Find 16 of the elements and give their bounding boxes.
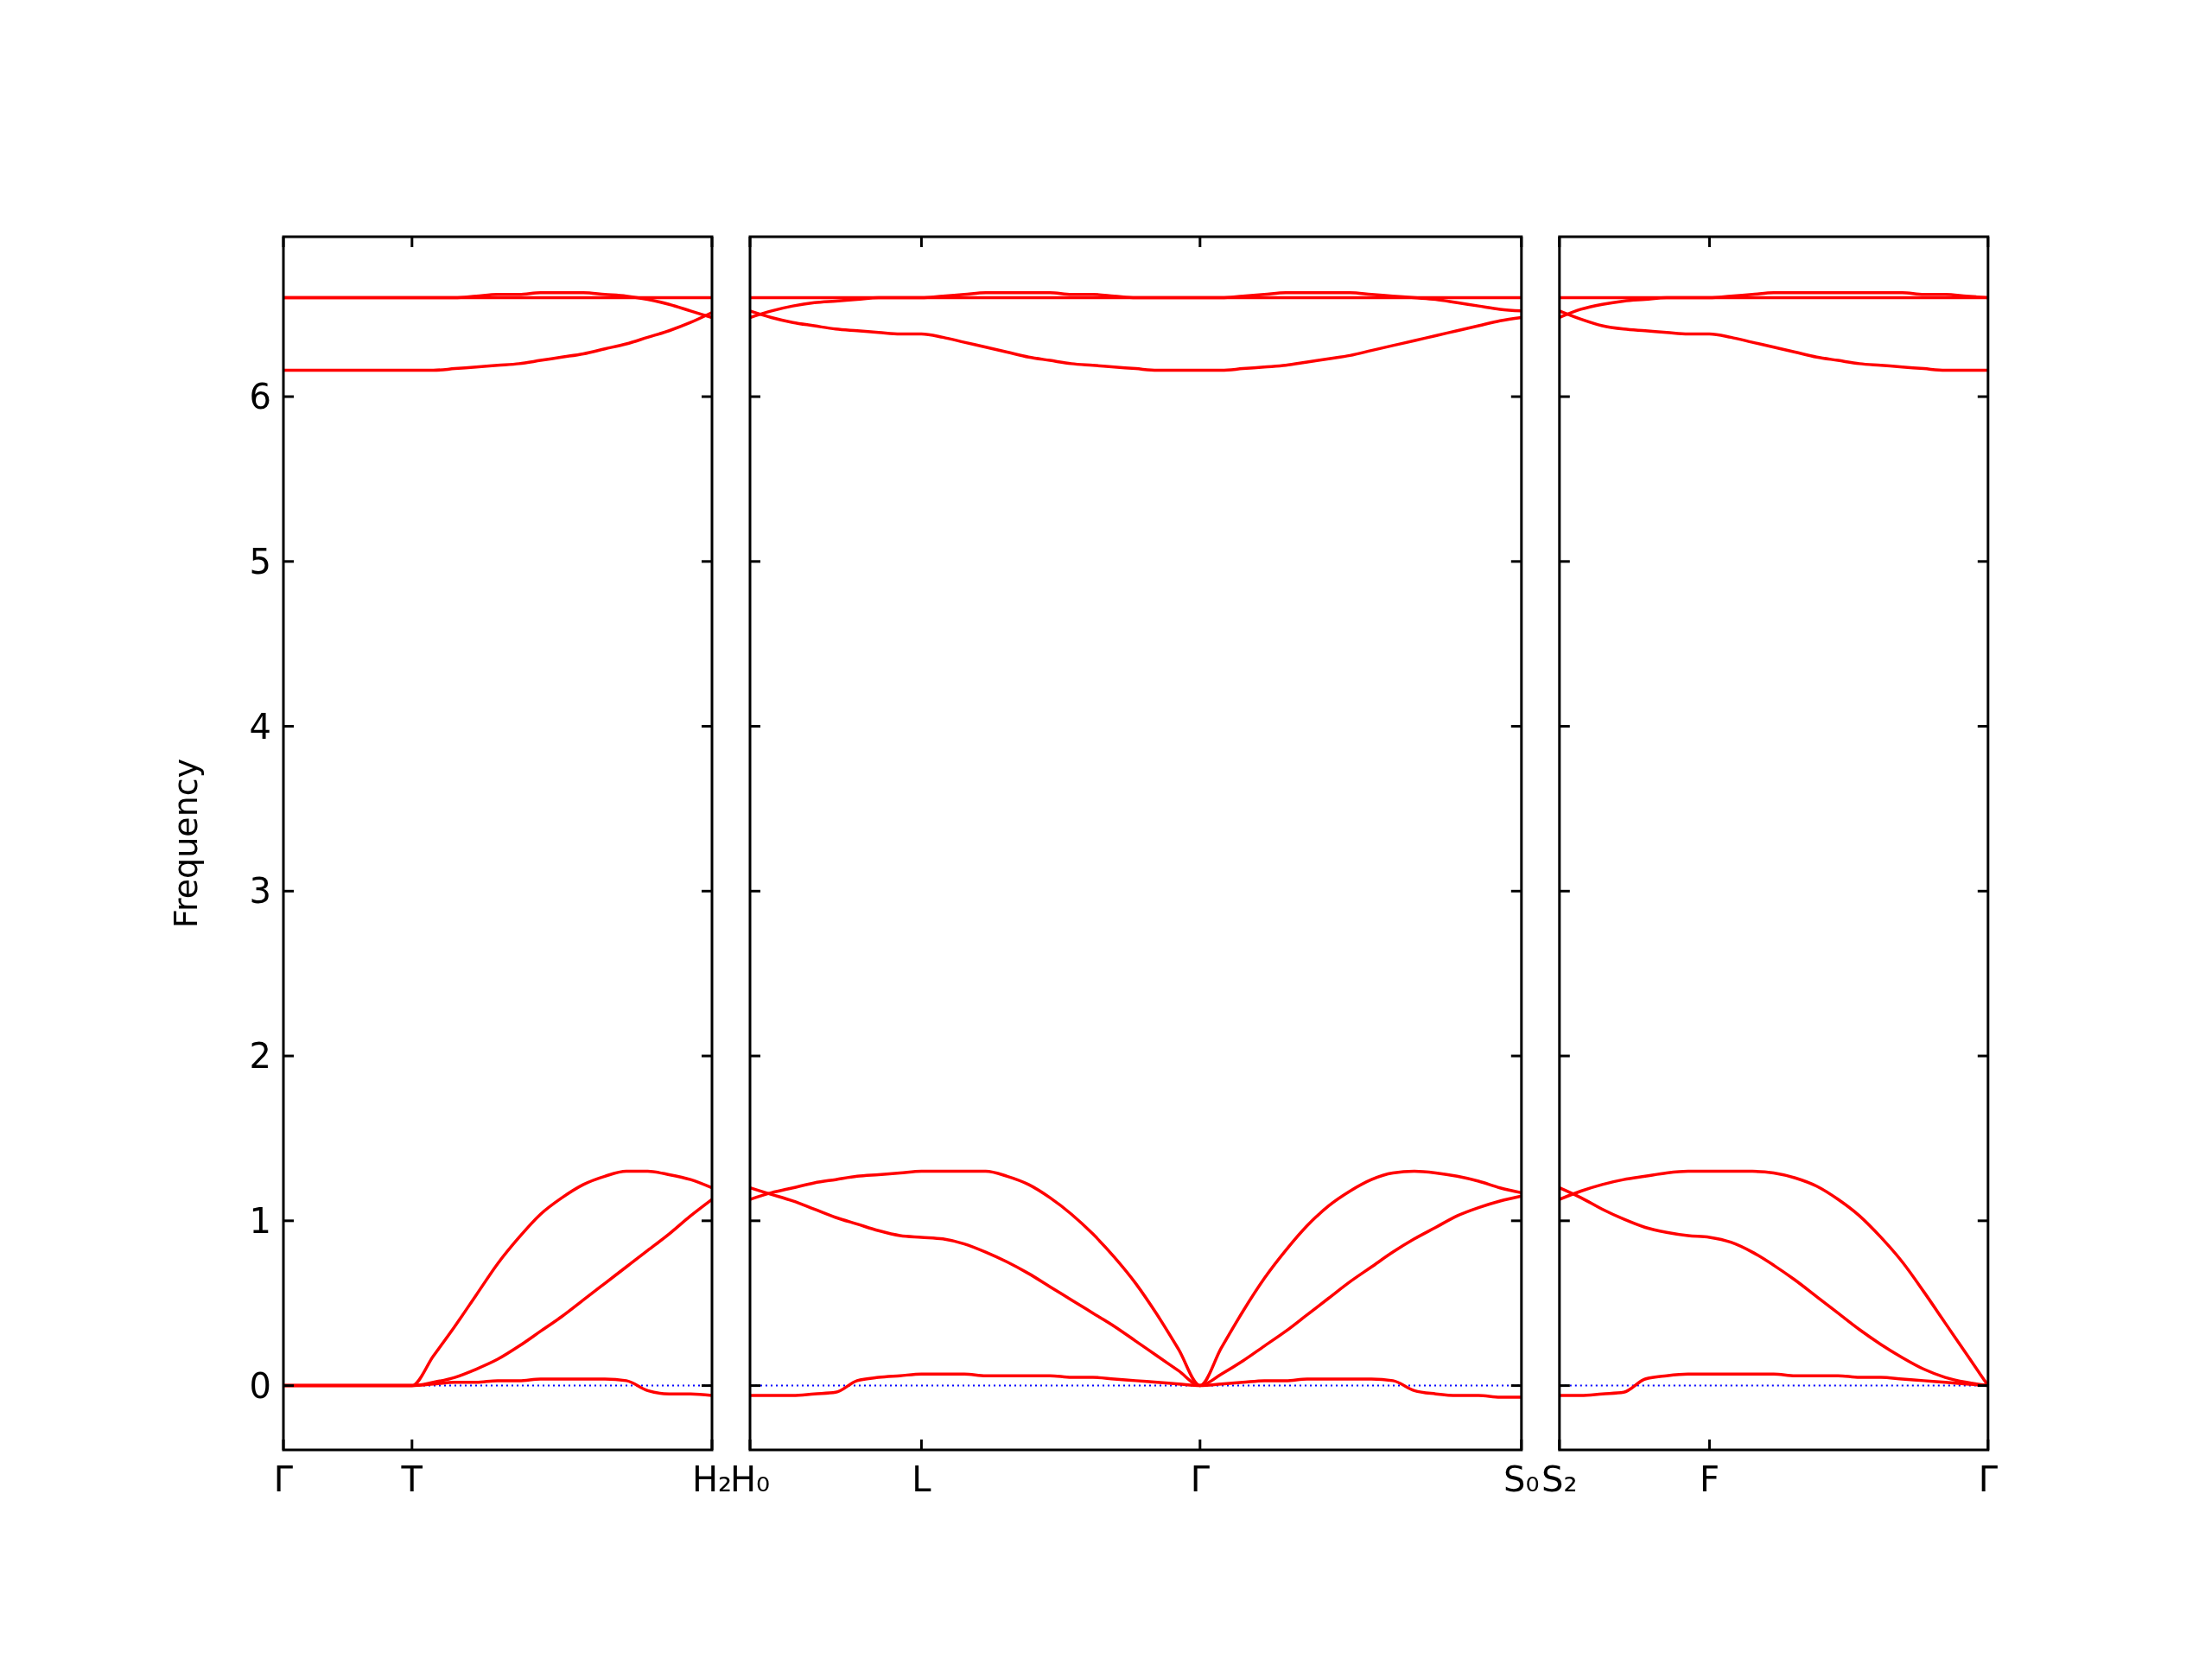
y-tick-label: 2 bbox=[249, 1036, 271, 1077]
x-tick-label: S₂ bbox=[1541, 1459, 1578, 1499]
x-tick-label: S₀ bbox=[1503, 1459, 1540, 1499]
y-tick-label: 0 bbox=[249, 1365, 271, 1406]
x-tick-label: Γ bbox=[1978, 1459, 1999, 1499]
y-tick-label: 1 bbox=[249, 1200, 271, 1241]
x-tick-label: Γ bbox=[1190, 1459, 1211, 1499]
x-tick-label: Γ bbox=[273, 1459, 294, 1499]
y-axis-title: Frequency bbox=[167, 758, 205, 929]
x-tick-label: T bbox=[400, 1459, 423, 1499]
x-tick-label: L bbox=[912, 1459, 932, 1499]
y-tick-label: 4 bbox=[249, 706, 271, 747]
y-tick-label: 5 bbox=[249, 541, 271, 582]
y-tick-label: 3 bbox=[249, 871, 271, 912]
y-tick-label: 6 bbox=[249, 377, 271, 417]
x-tick-label: F bbox=[1699, 1459, 1719, 1499]
